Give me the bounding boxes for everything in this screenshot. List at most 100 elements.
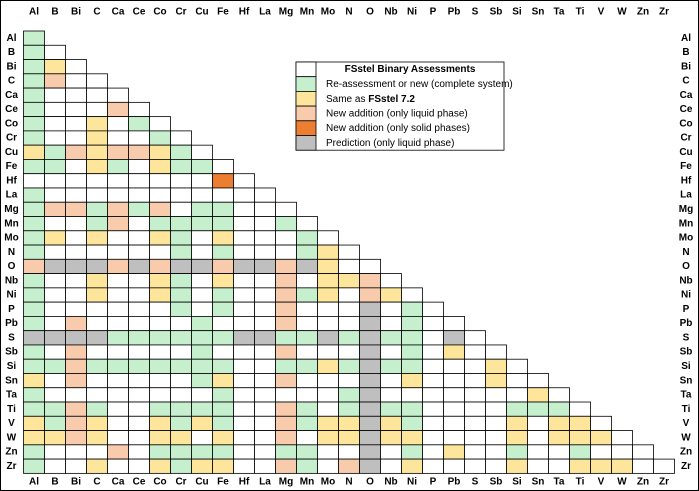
column-label: Mn	[300, 7, 314, 18]
cell	[149, 187, 171, 203]
cell	[128, 430, 150, 446]
cell	[275, 301, 297, 317]
cell	[149, 387, 171, 403]
cell	[527, 430, 549, 446]
column-label: Fe	[217, 477, 229, 488]
column-label: S	[472, 477, 479, 488]
cell	[149, 258, 171, 274]
row-label: Ca	[5, 90, 18, 101]
cell	[86, 258, 108, 274]
cell	[128, 258, 150, 274]
cell	[191, 430, 213, 446]
column-label: Zn	[637, 7, 649, 18]
cell	[338, 444, 360, 460]
cell	[611, 430, 633, 446]
cell	[338, 358, 360, 374]
row-label: Ni	[7, 290, 17, 301]
cell	[128, 187, 150, 203]
cell	[107, 116, 129, 132]
cell	[44, 44, 66, 60]
column-label: Pb	[448, 7, 461, 18]
cell	[527, 401, 549, 417]
cell	[569, 401, 591, 417]
row-label: Pb	[680, 318, 693, 329]
cell	[149, 344, 171, 360]
cell	[65, 344, 87, 360]
cell	[254, 315, 276, 332]
cell	[170, 159, 192, 175]
cell	[65, 216, 87, 232]
cell	[233, 430, 255, 446]
column-label: Cu	[195, 7, 208, 18]
cell	[317, 301, 339, 317]
cell	[254, 287, 276, 303]
column-label: V	[598, 7, 605, 18]
cell	[65, 144, 87, 160]
cell	[233, 401, 255, 417]
cell	[380, 358, 402, 374]
cell	[191, 387, 213, 403]
cell	[86, 130, 108, 146]
cell	[128, 358, 150, 374]
cell	[548, 401, 570, 417]
cell	[317, 387, 339, 403]
cell	[86, 287, 108, 303]
cell	[275, 216, 297, 232]
cell	[401, 401, 423, 417]
column-label: Cr	[175, 477, 186, 488]
legend-label: New addition (only solid phases)	[326, 123, 470, 134]
cell	[23, 258, 45, 274]
cell	[569, 430, 591, 446]
cell	[107, 216, 129, 232]
cell	[296, 301, 318, 317]
cell	[422, 458, 444, 474]
column-label: S	[472, 7, 479, 18]
cell	[317, 344, 339, 360]
cell	[191, 273, 213, 289]
cell	[443, 315, 465, 332]
cell	[254, 258, 276, 274]
row-label: La	[680, 190, 692, 201]
row-label: Pb	[5, 318, 18, 329]
column-label: Ti	[576, 477, 585, 488]
column-label: P	[430, 7, 437, 18]
cell	[44, 344, 66, 360]
cell	[401, 344, 423, 360]
cell	[128, 387, 150, 403]
cell	[212, 216, 234, 232]
cell	[254, 358, 276, 374]
cell	[212, 344, 234, 360]
cell	[44, 301, 66, 317]
legend-swatch	[295, 135, 317, 151]
cell	[233, 315, 255, 332]
cell	[86, 358, 108, 374]
row-label: Zr	[7, 461, 17, 472]
cell	[191, 301, 213, 317]
row-label: N	[682, 247, 689, 258]
cell	[170, 144, 192, 160]
cell	[191, 258, 213, 274]
cell	[317, 401, 339, 417]
cell	[44, 87, 66, 103]
column-label: Ce	[133, 7, 146, 18]
column-label: B	[51, 477, 58, 488]
cell	[359, 287, 381, 303]
cell	[485, 373, 507, 389]
row-label: Cr	[680, 133, 691, 144]
cell	[275, 273, 297, 289]
legend-label-text: Prediction (only liquid phase)	[326, 137, 454, 148]
cell	[170, 258, 192, 274]
cell	[65, 387, 87, 403]
cell	[191, 458, 213, 474]
cell	[170, 315, 192, 332]
row-label: S	[8, 332, 15, 343]
cell	[149, 201, 171, 217]
cell	[65, 458, 87, 474]
cell	[23, 415, 45, 431]
cell	[338, 273, 360, 289]
cell	[170, 173, 192, 189]
cell	[338, 330, 360, 346]
cell	[296, 216, 318, 232]
cell	[128, 159, 150, 175]
cell	[485, 430, 507, 446]
